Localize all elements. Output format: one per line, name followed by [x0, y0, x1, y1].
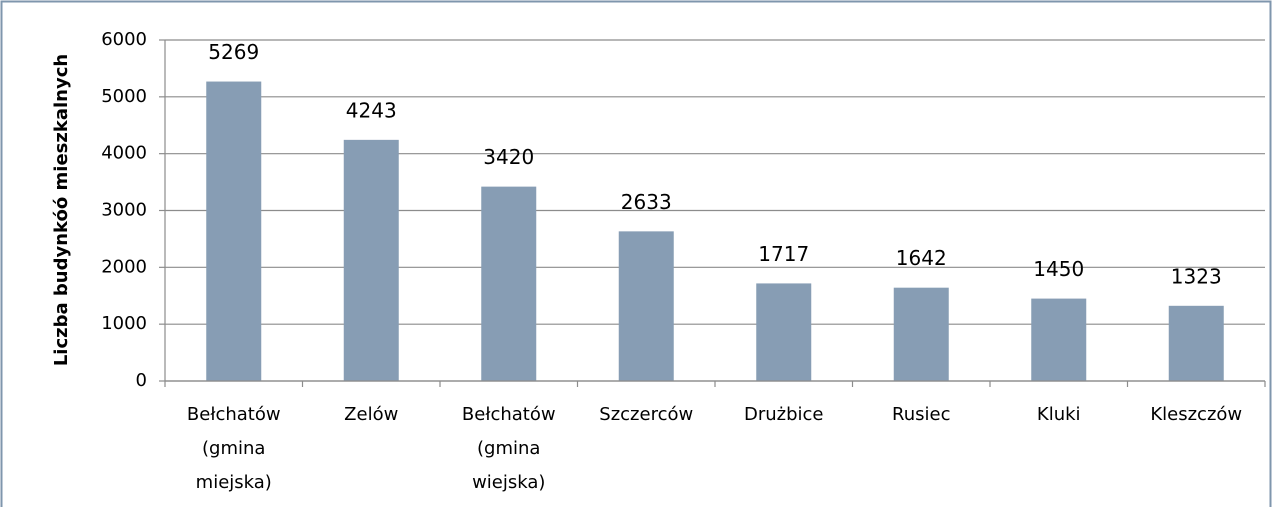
x-tick-label: Kluki: [1037, 404, 1081, 425]
x-tick-label: Drużbice: [744, 404, 824, 425]
y-tick-label: 2000: [101, 256, 147, 277]
bar: [206, 81, 262, 381]
bar: [343, 139, 399, 381]
y-tick-label: 5000: [101, 86, 147, 107]
y-tick-label: 6000: [101, 29, 147, 50]
bar: [1168, 305, 1224, 381]
x-tick-label: Szczerców: [599, 404, 693, 425]
y-tick-label: 4000: [101, 143, 147, 164]
value-label: 1323: [1171, 264, 1222, 288]
y-tick-label: 1000: [101, 313, 147, 334]
y-axis-label: Liczba budynkóó mieszkalnych: [51, 54, 72, 366]
bar: [756, 283, 812, 381]
y-tick-label: 0: [136, 370, 147, 391]
value-label: 1642: [896, 246, 947, 270]
bar: [1031, 298, 1087, 381]
bar: [481, 186, 537, 381]
x-tick-label: Bełchatów (gmina miejska): [187, 404, 281, 493]
value-label: 5269: [208, 40, 259, 64]
bar: [618, 231, 674, 381]
value-label: 4243: [346, 98, 397, 122]
value-label: 2633: [621, 190, 672, 214]
value-label: 1717: [758, 242, 809, 266]
x-tick-label: Kleszczów: [1150, 404, 1242, 425]
value-label: 1450: [1033, 257, 1084, 281]
x-tick-label: Bełchatów (gmina wiejska): [462, 404, 556, 493]
x-tick-label: Rusiec: [892, 404, 950, 425]
bar: [893, 287, 949, 381]
value-label: 3420: [483, 145, 534, 169]
x-tick-label: Zelów: [344, 404, 398, 425]
y-tick-label: 3000: [101, 200, 147, 221]
